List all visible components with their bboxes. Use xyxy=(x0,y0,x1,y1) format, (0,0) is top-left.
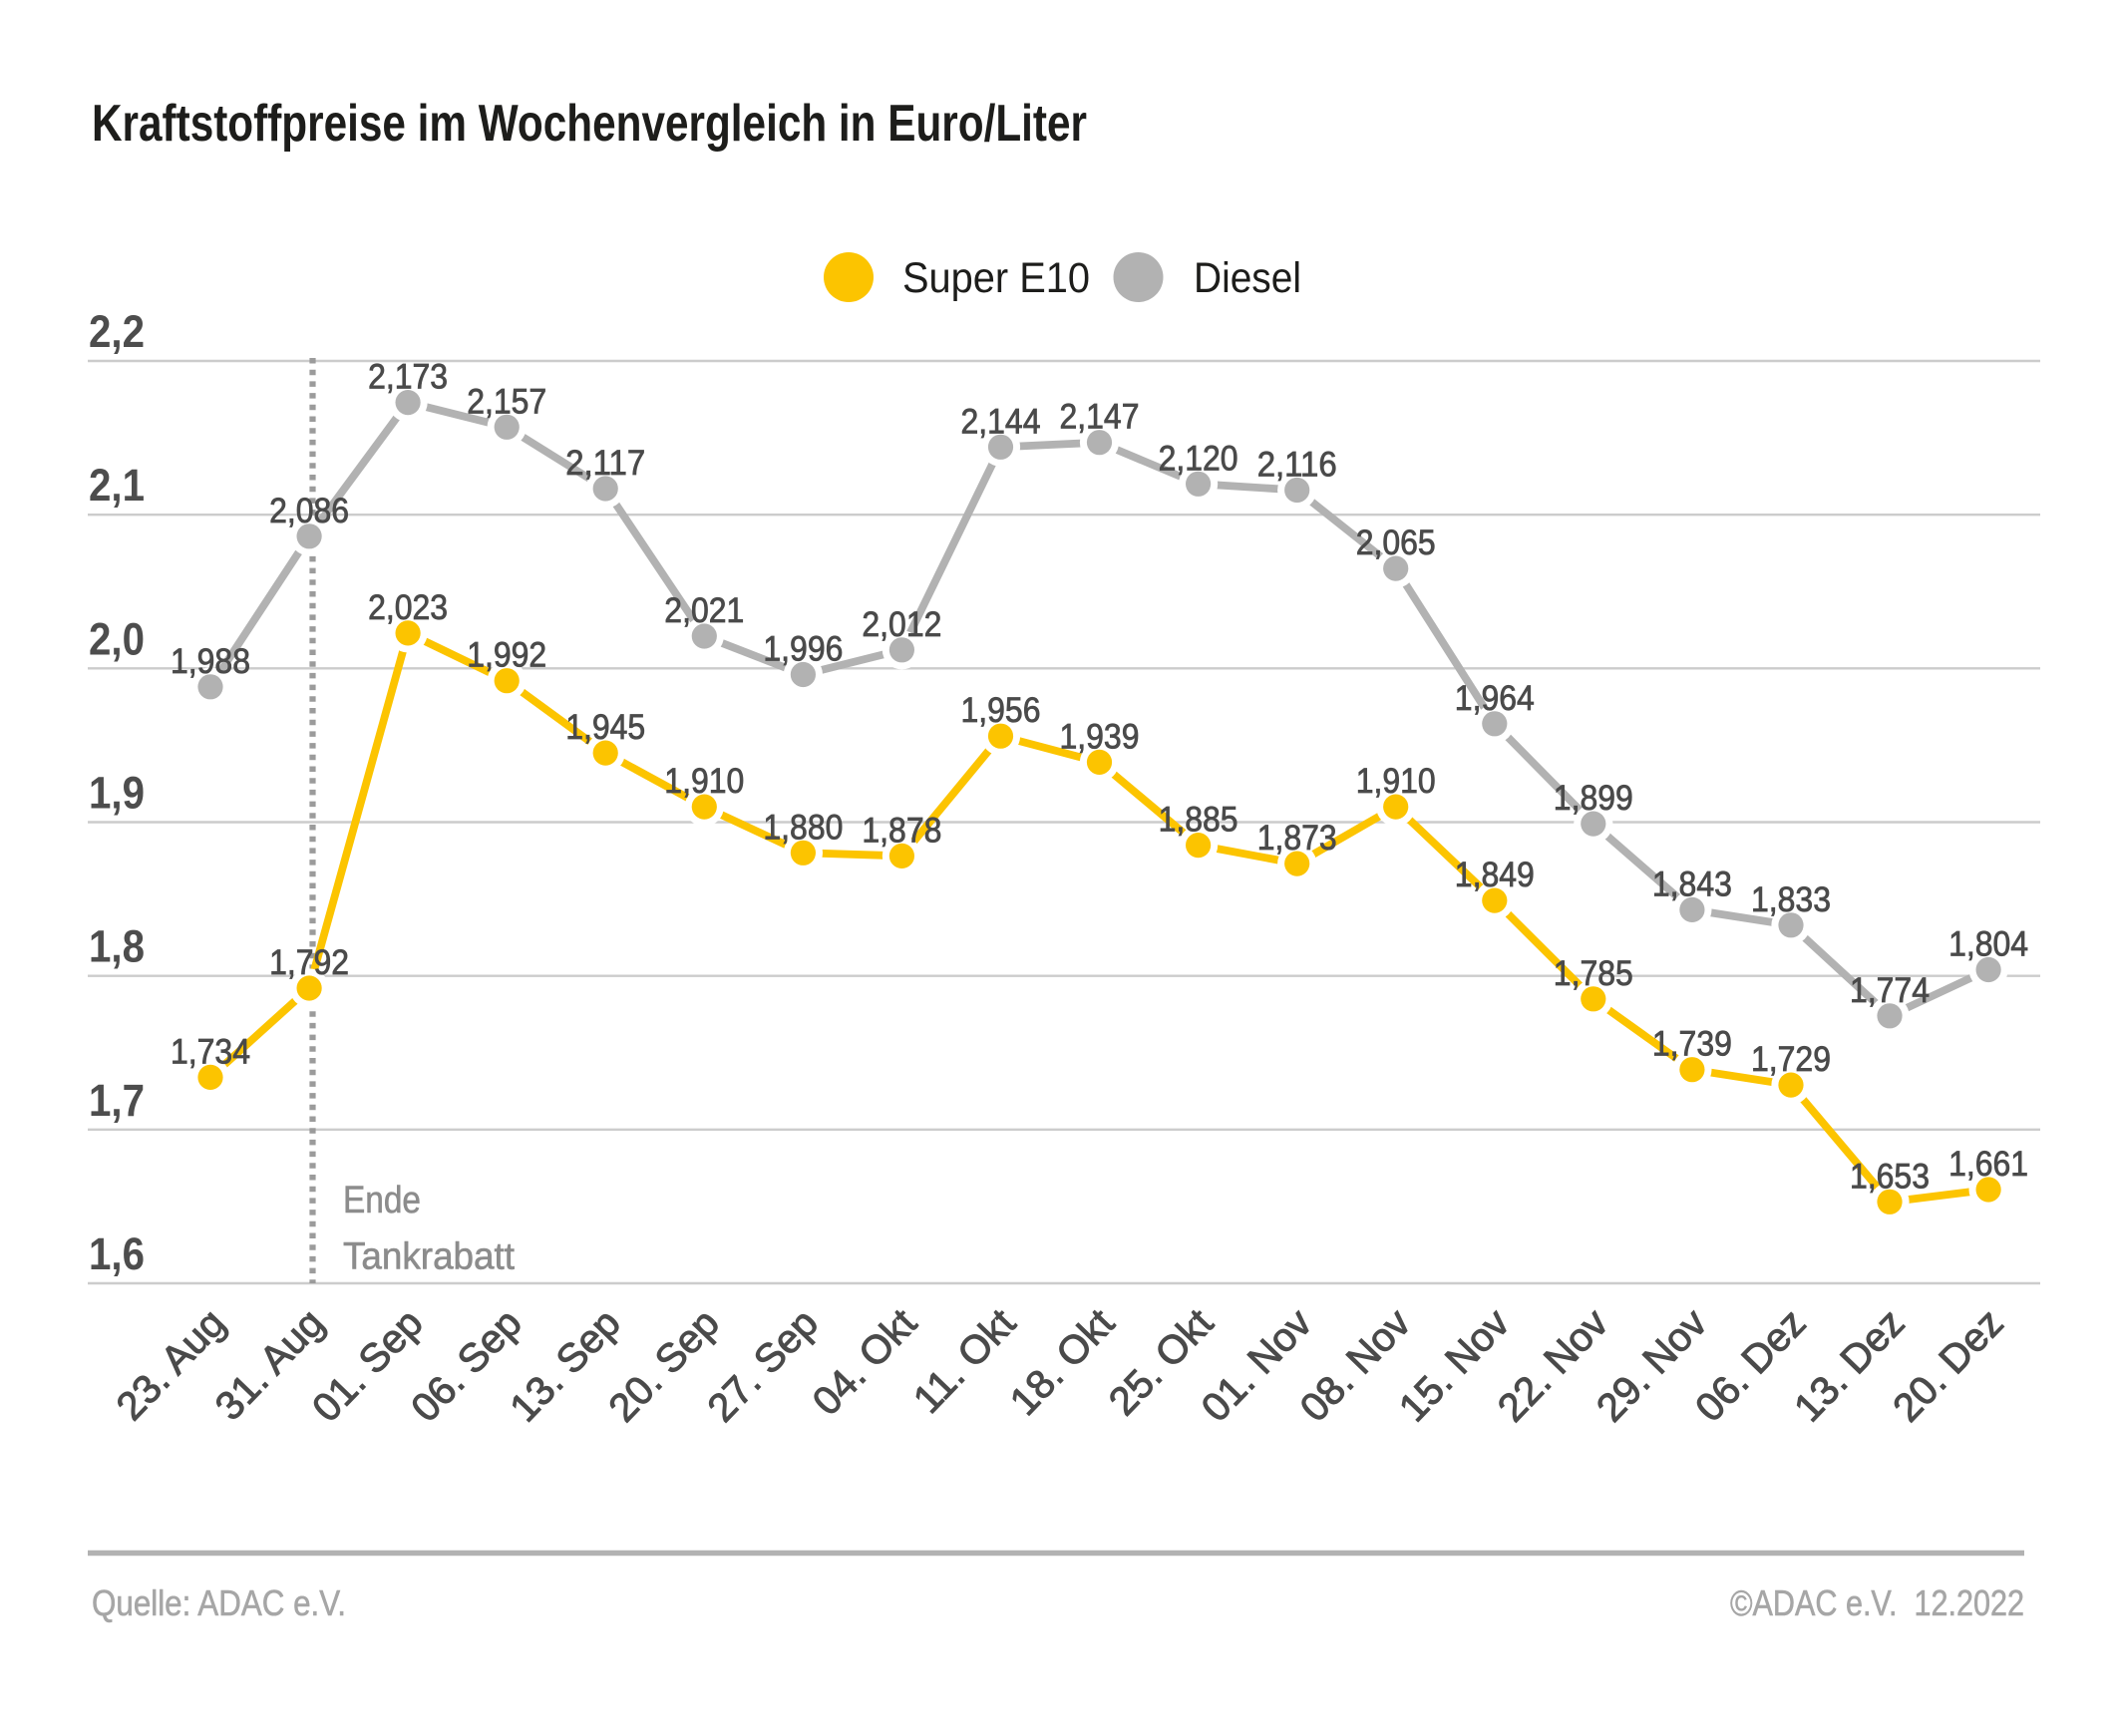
svg-text:2,173: 2,173 xyxy=(368,358,448,397)
svg-text:1,996: 1,996 xyxy=(763,630,843,669)
svg-text:2,144: 2,144 xyxy=(961,402,1041,441)
svg-text:1,956: 1,956 xyxy=(961,691,1041,730)
svg-text:1,804: 1,804 xyxy=(1948,925,2028,964)
svg-text:©ADAC e.V. 12.2022: ©ADAC e.V. 12.2022 xyxy=(1730,1582,2024,1623)
svg-text:1,774: 1,774 xyxy=(1850,971,1930,1010)
svg-text:2,120: 2,120 xyxy=(1159,439,1238,478)
svg-text:2,2: 2,2 xyxy=(89,306,145,357)
svg-text:1,843: 1,843 xyxy=(1652,865,1732,903)
svg-text:1,899: 1,899 xyxy=(1554,779,1633,818)
svg-text:2,065: 2,065 xyxy=(1356,523,1436,562)
svg-text:2,157: 2,157 xyxy=(467,382,546,421)
svg-text:2,117: 2,117 xyxy=(565,444,645,483)
svg-text:Diesel: Diesel xyxy=(1194,254,1301,302)
svg-text:Tankrabatt: Tankrabatt xyxy=(343,1236,515,1278)
svg-text:1,729: 1,729 xyxy=(1751,1040,1831,1079)
svg-text:Quelle: ADAC e.V.: Quelle: ADAC e.V. xyxy=(92,1582,346,1623)
svg-text:1,880: 1,880 xyxy=(763,808,843,847)
svg-text:1,6: 1,6 xyxy=(89,1228,145,1279)
svg-text:1,833: 1,833 xyxy=(1751,880,1831,919)
svg-text:1,8: 1,8 xyxy=(89,921,145,972)
svg-text:2,1: 2,1 xyxy=(89,460,145,511)
svg-text:1,661: 1,661 xyxy=(1948,1145,2028,1184)
svg-text:1,910: 1,910 xyxy=(664,762,744,801)
svg-text:1,945: 1,945 xyxy=(565,708,645,747)
svg-text:1,988: 1,988 xyxy=(171,642,250,681)
svg-text:1,7: 1,7 xyxy=(89,1075,145,1126)
svg-text:1,873: 1,873 xyxy=(1257,819,1337,858)
svg-text:2,012: 2,012 xyxy=(862,605,941,644)
svg-text:1,792: 1,792 xyxy=(269,943,349,982)
svg-text:1,653: 1,653 xyxy=(1850,1157,1930,1196)
svg-text:1,939: 1,939 xyxy=(1060,717,1140,756)
svg-text:1,964: 1,964 xyxy=(1455,679,1535,718)
svg-text:1,992: 1,992 xyxy=(467,636,546,675)
svg-text:1,734: 1,734 xyxy=(171,1032,250,1071)
svg-text:Ende: Ende xyxy=(343,1180,421,1221)
svg-text:1,885: 1,885 xyxy=(1159,801,1238,840)
svg-text:2,0: 2,0 xyxy=(89,613,145,664)
svg-text:2,116: 2,116 xyxy=(1257,446,1337,485)
svg-text:1,9: 1,9 xyxy=(89,768,145,819)
svg-text:1,739: 1,739 xyxy=(1652,1025,1732,1064)
svg-text:1,849: 1,849 xyxy=(1455,856,1535,894)
svg-text:2,147: 2,147 xyxy=(1060,398,1140,437)
svg-text:1,878: 1,878 xyxy=(862,811,941,850)
svg-text:2,023: 2,023 xyxy=(368,588,448,627)
svg-text:2,086: 2,086 xyxy=(269,492,349,530)
svg-text:Super E10: Super E10 xyxy=(902,254,1090,302)
svg-text:2,021: 2,021 xyxy=(664,591,744,630)
svg-text:1,910: 1,910 xyxy=(1356,762,1436,801)
svg-text:Kraftstoffpreise im Wochenverg: Kraftstoffpreise im Wochenvergleich in E… xyxy=(92,95,1087,153)
svg-text:1,785: 1,785 xyxy=(1554,954,1633,993)
